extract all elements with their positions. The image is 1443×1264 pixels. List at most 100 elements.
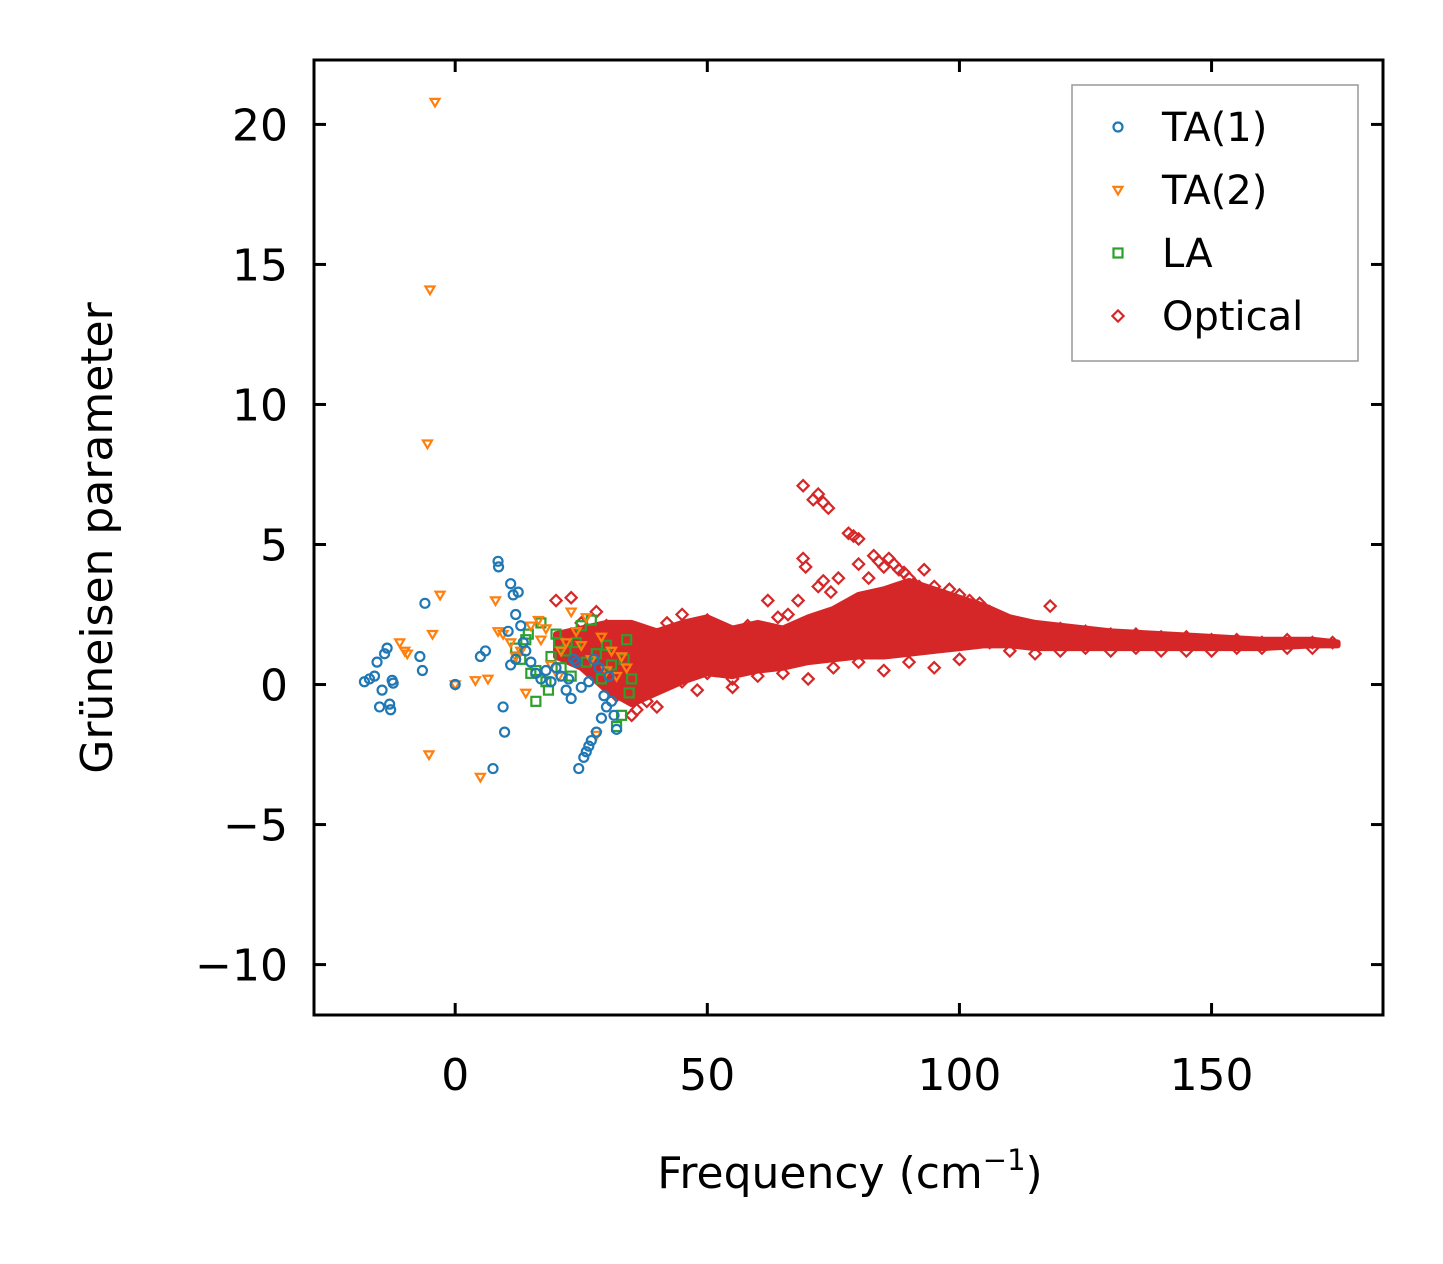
data-point [1254,635,1270,650]
data-point [1280,632,1295,647]
data-point [419,597,431,609]
y-tick-label: 20 [232,100,288,151]
data-point [795,478,811,493]
data-point [1254,640,1270,656]
axis-ticks [314,60,1383,1015]
data-point [492,555,504,567]
scatter-points [358,97,1340,784]
data-point [422,750,436,762]
data-point [760,593,776,608]
data-point [550,662,562,674]
data-point [384,698,396,710]
optical-envelope [553,577,1341,708]
data-point [851,531,866,547]
data-point [569,627,583,638]
data-point [520,645,532,657]
y-tick-label: 0 [260,661,288,712]
data-point [1027,621,1043,636]
data-point [629,702,644,717]
data-point [700,612,715,628]
data-point [1002,615,1018,631]
data-point [598,690,610,702]
data-point [798,559,813,575]
data-point [540,664,552,677]
data-point [522,628,534,640]
data-point [1305,640,1320,656]
data-point [505,659,517,671]
data-point [1204,643,1219,659]
data-point [816,573,831,589]
data-point [534,635,548,647]
data-point [539,624,553,636]
y-tick-label: −5 [223,801,288,852]
legend-marker [1112,121,1124,133]
data-point [982,635,997,650]
legend-marker [1111,185,1125,197]
data-point [780,649,796,664]
data-point [510,653,522,665]
y-tick-label: 15 [232,240,288,291]
data-point [790,593,806,608]
data-point [992,610,1007,625]
data-point [649,680,665,695]
data-point [449,678,461,691]
y-axis-title: Grüneisen parameter [72,301,123,773]
data-point [474,650,487,663]
data-point [851,654,866,670]
data-point [901,654,917,670]
data-point [1078,624,1093,639]
data-point [740,618,755,633]
legend-label: Optical [1162,294,1303,340]
series-ta-2- [393,97,634,784]
data-point [487,762,499,775]
data-point [1153,643,1169,659]
data-point [932,590,947,605]
data-point [524,621,538,633]
legend: TA(1) TA(2) LA Optical [1071,84,1359,362]
data-point [982,604,997,619]
data-point [575,620,587,632]
legend-item: Optical [1110,294,1303,340]
data-point [502,625,514,637]
data-point [514,646,528,658]
data-point [927,579,942,594]
data-point [876,559,891,575]
data-point [426,629,439,641]
data-point [821,500,836,516]
data-point [573,762,585,775]
data-point [421,439,434,451]
x-axis-title-sup: −1 [983,1143,1026,1177]
data-point [416,664,429,677]
data-point [387,677,399,689]
data-point [1153,629,1169,645]
data-point [639,694,654,709]
data-point [674,607,690,622]
data-point [932,621,947,636]
data-point [588,653,600,665]
data-point [927,660,942,675]
data-point [559,638,573,650]
data-point [520,634,532,646]
data-point [876,663,891,678]
data-point [468,676,482,687]
data-point [548,593,564,608]
data-point [489,596,502,608]
data-point [530,695,542,707]
data-point [479,645,492,657]
data-point [473,772,487,784]
data-point [610,723,623,735]
data-point [916,562,932,577]
data-point [811,486,826,502]
legend-item: LA [1112,231,1213,277]
data-point [512,586,524,598]
data-point [393,638,407,650]
data-point [615,709,628,721]
data-point [826,660,841,675]
data-point [531,615,545,627]
legend-item: TA(2) [1111,168,1267,214]
data-point [385,704,397,716]
data-point [570,656,582,668]
data-point [620,663,634,675]
data-point [871,598,886,614]
data-point [433,590,447,602]
